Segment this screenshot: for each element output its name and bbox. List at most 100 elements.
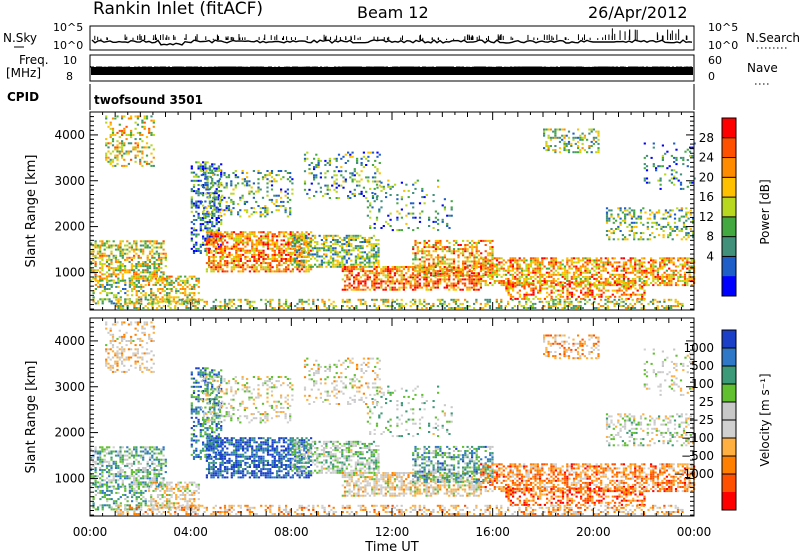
power-cell bbox=[457, 270, 460, 273]
power-cell bbox=[688, 275, 691, 278]
power-cell bbox=[643, 261, 646, 264]
power-cell bbox=[275, 200, 278, 203]
power-cell bbox=[375, 239, 378, 241]
power-cell bbox=[437, 256, 440, 259]
power-cell bbox=[645, 282, 648, 284]
power-cell bbox=[101, 279, 104, 282]
power-cell bbox=[139, 271, 142, 274]
power-cell bbox=[144, 242, 147, 245]
power-cell bbox=[181, 279, 185, 282]
power-cell bbox=[262, 243, 265, 246]
power-cell bbox=[457, 250, 460, 253]
power-cell bbox=[473, 278, 476, 281]
power-cell bbox=[491, 275, 494, 278]
power-cell bbox=[443, 268, 446, 271]
power-cell bbox=[368, 263, 371, 266]
power-cell bbox=[255, 270, 258, 273]
power-cell bbox=[559, 285, 562, 288]
power-cell bbox=[97, 279, 100, 282]
power-cell bbox=[144, 269, 147, 272]
power-cell bbox=[428, 218, 431, 221]
power-cell bbox=[252, 170, 255, 172]
power-cell bbox=[261, 176, 265, 179]
power-cell bbox=[582, 257, 585, 260]
power-cell bbox=[493, 271, 496, 274]
power-cell bbox=[514, 285, 517, 288]
power-cell bbox=[686, 257, 689, 260]
power-cell bbox=[432, 262, 435, 265]
power-cell bbox=[462, 248, 465, 251]
power-cell bbox=[220, 219, 223, 221]
power-cell bbox=[157, 242, 161, 245]
power-cell bbox=[358, 174, 361, 177]
power-cell bbox=[204, 217, 207, 219]
power-cell bbox=[328, 159, 331, 162]
power-cell bbox=[577, 281, 580, 284]
power-cell bbox=[190, 171, 193, 174]
power-cell bbox=[112, 256, 115, 259]
power-cell bbox=[591, 283, 594, 286]
power-cell bbox=[376, 155, 379, 158]
power-cell bbox=[206, 233, 209, 236]
power-cell bbox=[314, 247, 317, 250]
power-cell bbox=[335, 197, 338, 199]
power-cell bbox=[584, 267, 587, 270]
power-cell bbox=[266, 170, 269, 172]
power-cell bbox=[387, 272, 390, 275]
power-cell bbox=[375, 218, 379, 221]
power-cell bbox=[416, 270, 419, 273]
power-cell bbox=[205, 170, 208, 172]
power-cell bbox=[266, 255, 270, 258]
power-cell bbox=[273, 258, 276, 260]
cpid-panel: CPID twofsound 3501 bbox=[7, 84, 695, 110]
power-cell bbox=[586, 261, 589, 264]
power-cell bbox=[135, 275, 138, 278]
power-cell bbox=[690, 261, 693, 264]
power-cell bbox=[239, 209, 242, 212]
power-cell bbox=[414, 181, 417, 184]
power-cell bbox=[663, 280, 666, 282]
power-cell bbox=[92, 292, 95, 295]
power-cell bbox=[287, 247, 290, 250]
power-cell bbox=[423, 246, 426, 249]
power-cell bbox=[202, 235, 205, 238]
power-cell bbox=[157, 254, 161, 257]
power-cell bbox=[106, 292, 109, 295]
power-cell bbox=[111, 127, 115, 130]
power-cell bbox=[589, 291, 592, 294]
power-cell bbox=[622, 267, 625, 270]
power-cell bbox=[396, 229, 399, 232]
power-cell bbox=[334, 249, 337, 252]
power-cell bbox=[213, 167, 216, 170]
power-cell bbox=[389, 212, 392, 215]
power-cell bbox=[242, 243, 245, 246]
power-cell bbox=[421, 250, 424, 253]
cpid-label: CPID bbox=[7, 90, 39, 104]
power-cell bbox=[192, 179, 196, 182]
power-cell bbox=[197, 175, 200, 178]
power-cell bbox=[329, 261, 332, 264]
power-cell bbox=[525, 295, 528, 298]
power-cell bbox=[579, 269, 582, 272]
power-cell bbox=[359, 276, 362, 279]
power-cell bbox=[270, 170, 274, 172]
power-cell bbox=[412, 262, 415, 265]
power-cell bbox=[239, 258, 242, 260]
power-cell bbox=[550, 273, 553, 276]
power-cell bbox=[153, 269, 156, 272]
power-cell bbox=[670, 277, 673, 280]
power-cell bbox=[327, 245, 330, 248]
power-cell bbox=[108, 279, 111, 282]
power-cell bbox=[156, 281, 160, 284]
power-cell bbox=[195, 190, 198, 193]
power-cell bbox=[204, 181, 207, 184]
power-cell bbox=[570, 275, 573, 278]
power-cell bbox=[498, 257, 501, 260]
power-cell bbox=[609, 261, 612, 264]
power-cell bbox=[155, 258, 158, 261]
power-cell bbox=[402, 276, 405, 279]
power-cell bbox=[108, 256, 111, 259]
power-cell bbox=[416, 250, 419, 253]
power-cell bbox=[199, 227, 202, 230]
power-cell bbox=[103, 298, 106, 301]
